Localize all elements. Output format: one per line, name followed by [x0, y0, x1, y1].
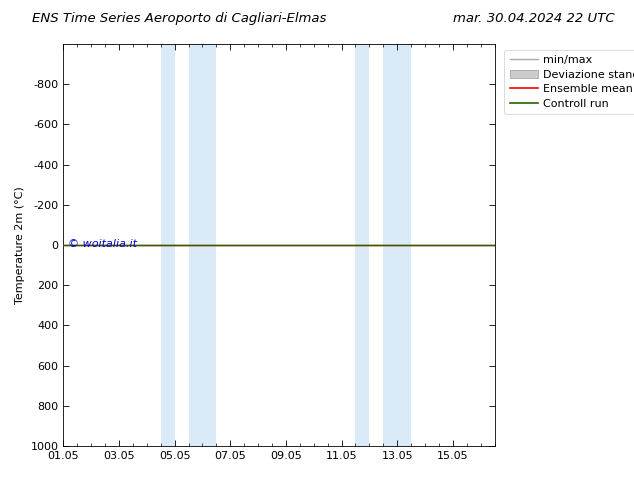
Text: © woitalia.it: © woitalia.it: [68, 239, 137, 249]
Bar: [188, 44, 216, 446]
Y-axis label: Temperature 2m (°C): Temperature 2m (°C): [15, 186, 25, 304]
Bar: [356, 44, 370, 446]
Bar: [384, 44, 411, 446]
Text: ENS Time Series Aeroporto di Cagliari-Elmas: ENS Time Series Aeroporto di Cagliari-El…: [32, 12, 326, 25]
Bar: [161, 44, 174, 446]
Text: mar. 30.04.2024 22 UTC: mar. 30.04.2024 22 UTC: [453, 12, 615, 25]
Legend: min/max, Deviazione standard, Ensemble mean run, Controll run: min/max, Deviazione standard, Ensemble m…: [505, 49, 634, 114]
